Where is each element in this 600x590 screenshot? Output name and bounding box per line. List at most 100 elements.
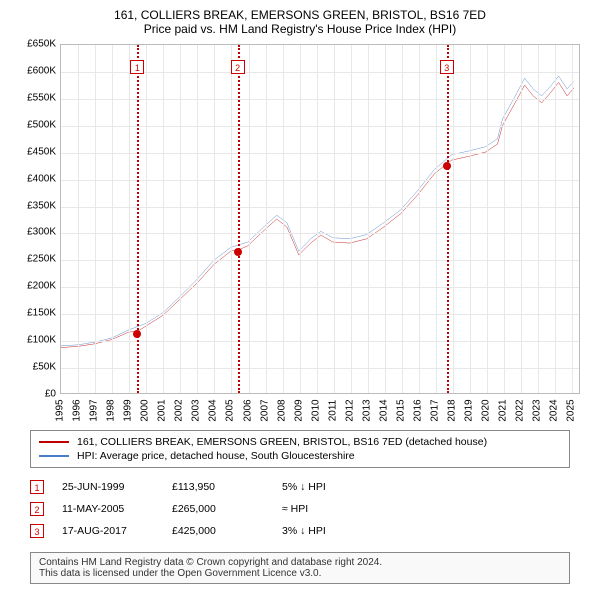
event-marker-box: 2 [231, 60, 245, 74]
title-line-1: 161, COLLIERS BREAK, EMERSONS GREEN, BRI… [0, 8, 600, 22]
footer-line-1: Contains HM Land Registry data © Crown c… [39, 557, 561, 568]
event-table-price: £425,000 [172, 525, 282, 537]
legend-swatch [39, 455, 69, 457]
gridline-v [487, 45, 488, 393]
y-tick-label: £350K [12, 200, 56, 211]
gridline-v [538, 45, 539, 393]
legend: 161, COLLIERS BREAK, EMERSONS GREEN, BRI… [30, 430, 570, 468]
x-tick-label: 2017 [430, 399, 441, 421]
x-tick-label: 1996 [72, 399, 83, 421]
gridline-v [402, 45, 403, 393]
event-line [447, 45, 449, 393]
gridline-v [334, 45, 335, 393]
x-tick-label: 1999 [123, 399, 134, 421]
y-tick-label: £150K [12, 308, 56, 319]
gridline-v [385, 45, 386, 393]
x-tick-label: 2020 [481, 399, 492, 421]
x-tick-label: 2014 [378, 399, 389, 421]
gridline-v [300, 45, 301, 393]
event-table-rel: 3% ↓ HPI [282, 525, 372, 537]
event-table-row: 211-MAY-2005£265,000≈ HPI [30, 498, 570, 520]
y-tick-label: £400K [12, 173, 56, 184]
gridline-v [317, 45, 318, 393]
legend-item: 161, COLLIERS BREAK, EMERSONS GREEN, BRI… [39, 435, 561, 449]
x-tick-label: 2007 [259, 399, 270, 421]
gridline-v [555, 45, 556, 393]
gridline-v [129, 45, 130, 393]
legend-swatch [39, 441, 69, 443]
gridline-v [419, 45, 420, 393]
event-table-price: £113,950 [172, 481, 282, 493]
y-tick-label: £600K [12, 65, 56, 76]
x-tick-label: 2008 [276, 399, 287, 421]
x-tick-label: 2022 [515, 399, 526, 421]
gridline-v [180, 45, 181, 393]
event-table-date: 25-JUN-1999 [62, 481, 172, 493]
x-tick-label: 2013 [361, 399, 372, 421]
gridline-v [470, 45, 471, 393]
y-tick-label: £550K [12, 92, 56, 103]
event-data-marker [133, 330, 141, 338]
event-table-rel: 5% ↓ HPI [282, 481, 372, 493]
gridline-v [95, 45, 96, 393]
x-tick-label: 2023 [532, 399, 543, 421]
footer-line-2: This data is licensed under the Open Gov… [39, 568, 561, 579]
gridline-v [163, 45, 164, 393]
gridline-v [112, 45, 113, 393]
gridline-v [572, 45, 573, 393]
x-tick-label: 2000 [140, 399, 151, 421]
event-table-date: 17-AUG-2017 [62, 525, 172, 537]
y-tick-label: £500K [12, 119, 56, 130]
event-table-num: 3 [30, 524, 44, 538]
x-tick-label: 2024 [549, 399, 560, 421]
y-tick-label: £450K [12, 146, 56, 157]
gridline-v [351, 45, 352, 393]
gridline-v [249, 45, 250, 393]
event-line [238, 45, 240, 393]
event-marker-box: 3 [440, 60, 454, 74]
x-tick-label: 2016 [413, 399, 424, 421]
x-tick-label: 1997 [89, 399, 100, 421]
gridline-v [521, 45, 522, 393]
event-table-row: 3 17-AUG-2017£425,0003% ↓ HPI [30, 520, 570, 542]
event-data-marker [443, 162, 451, 170]
y-tick-label: £0 [12, 389, 56, 400]
gridline-v [78, 45, 79, 393]
events-table: 1 25-JUN-1999£113,9505% ↓ HPI 2 11-MAY-2005… [30, 476, 570, 542]
gridline-v [266, 45, 267, 393]
event-table-num: 2 [30, 502, 44, 516]
y-tick-label: £250K [12, 254, 56, 265]
x-tick-label: 1995 [55, 399, 66, 421]
footer: Contains HM Land Registry data © Crown c… [30, 552, 570, 584]
y-tick-label: £100K [12, 335, 56, 346]
gridline-v [231, 45, 232, 393]
gridline-v [436, 45, 437, 393]
gridline-v [146, 45, 147, 393]
event-line [137, 45, 139, 393]
gridline-v [504, 45, 505, 393]
y-tick-label: £300K [12, 227, 56, 238]
event-table-num: 1 [30, 480, 44, 494]
gridline-v [368, 45, 369, 393]
x-tick-label: 2015 [395, 399, 406, 421]
x-tick-label: 2021 [498, 399, 509, 421]
event-table-price: £265,000 [172, 503, 282, 515]
chart-container: 161, COLLIERS BREAK, EMERSONS GREEN, BRI… [0, 0, 600, 590]
x-tick-label: 2018 [447, 399, 458, 421]
chart-area: 123 £0£50K£100K£150K£200K£250K£300K£350K… [10, 44, 590, 424]
x-tick-label: 2002 [174, 399, 185, 421]
x-tick-label: 2006 [242, 399, 253, 421]
gridline-v [197, 45, 198, 393]
event-table-date: 11-MAY-2005 [62, 503, 172, 515]
x-tick-label: 2001 [157, 399, 168, 421]
legend-label: 161, COLLIERS BREAK, EMERSONS GREEN, BRI… [77, 436, 487, 448]
gridline-v [283, 45, 284, 393]
y-tick-label: £200K [12, 281, 56, 292]
x-tick-label: 2012 [344, 399, 355, 421]
gridline-v [214, 45, 215, 393]
x-tick-label: 2004 [208, 399, 219, 421]
event-marker-box: 1 [130, 60, 144, 74]
x-tick-label: 2010 [310, 399, 321, 421]
x-tick-label: 1998 [106, 399, 117, 421]
plot-area: 1 2 3 [60, 44, 580, 394]
